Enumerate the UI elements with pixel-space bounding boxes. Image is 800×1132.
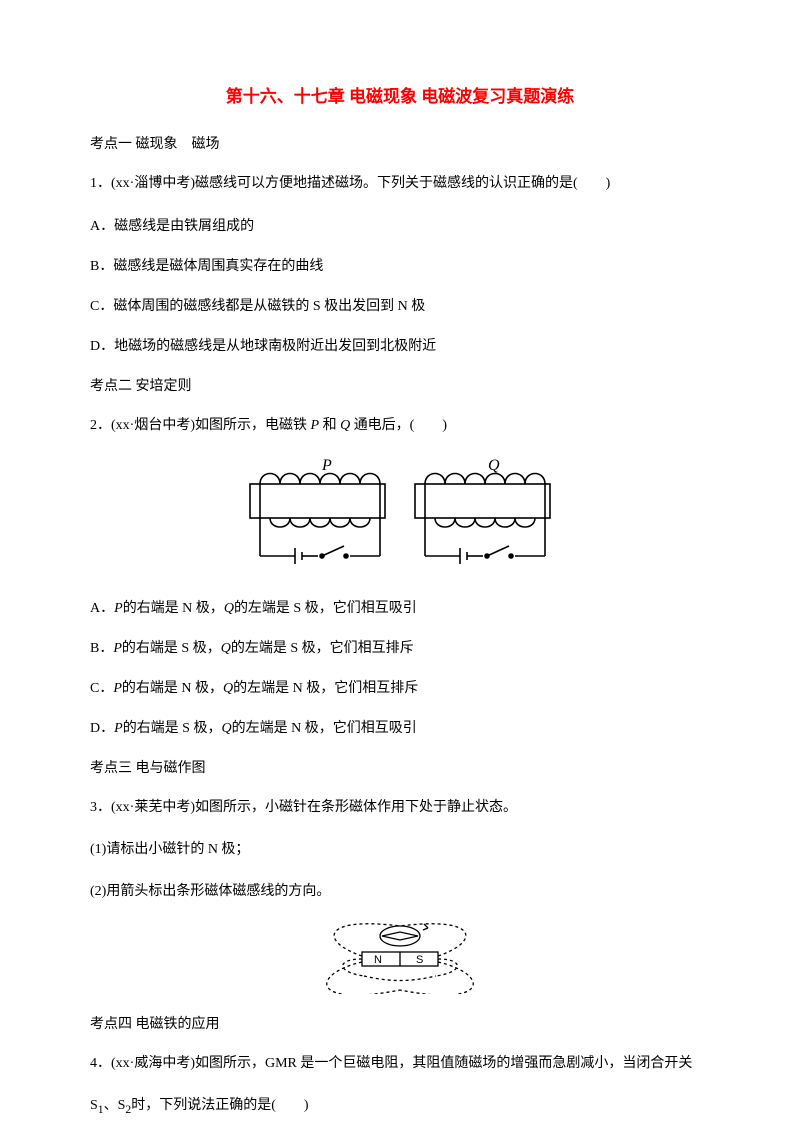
- q2b-m2: 的左端是 S 极，它们相互排斥: [231, 641, 414, 656]
- q2a-m2: 的左端是 S 极，它们相互吸引: [234, 601, 417, 616]
- q2a-pre: A．: [90, 601, 114, 616]
- figure-label-p: P: [321, 457, 332, 474]
- q4-sep: 、: [104, 1098, 118, 1113]
- figure-label-q: Q: [488, 457, 500, 474]
- bar-magnet-icon: N S: [327, 924, 473, 994]
- q2b-q: Q: [221, 641, 231, 656]
- question-2-stem: 2．(xx·烟台中考)如图所示，电磁铁 P 和 Q 通电后，( ): [90, 415, 710, 437]
- question-4-stem-line2: S1、S2时，下列说法正确的是( ): [90, 1095, 710, 1119]
- question-1-option-b: B．磁感线是磁体周围真实存在的曲线: [90, 255, 710, 275]
- q2b-pre: B．: [90, 641, 113, 656]
- q2a-p: P: [114, 601, 123, 616]
- question-1-stem: 1．(xx·淄博中考)磁感线可以方便地描述磁场。下列关于磁感线的认识正确的是( …: [90, 173, 710, 195]
- magnet-n-label: N: [374, 954, 382, 966]
- q2d-p: P: [114, 721, 123, 736]
- q2c-p: P: [113, 681, 122, 696]
- electromagnet-q-icon: [415, 474, 550, 565]
- q2c-m2: 的左端是 N 极，它们相互排斥: [233, 681, 418, 696]
- section-heading-1: 考点一 磁现象 磁场: [90, 133, 710, 153]
- q2-text-c: 通电后，( ): [350, 418, 447, 433]
- section-heading-3: 考点三 电与磁作图: [90, 757, 710, 777]
- q2b-m1: 的右端是 S 极，: [122, 641, 221, 656]
- q4-s1-pre: S: [90, 1098, 98, 1113]
- q4-text-a: 4．(xx·威海中考)如图所示，GMR 是一个巨磁电阻，其阻值随磁场的增强而急剧…: [90, 1056, 692, 1071]
- q2-text-b: 和: [319, 418, 340, 433]
- q2c-q: Q: [223, 681, 233, 696]
- q2d-pre: D．: [90, 721, 114, 736]
- q2-var-q: Q: [340, 418, 350, 433]
- q2a-q: Q: [224, 601, 234, 616]
- q2d-m1: 的右端是 S 极，: [123, 721, 222, 736]
- question-2-option-a: A．P的右端是 N 极，Q的左端是 S 极，它们相互吸引: [90, 597, 710, 617]
- question-3-sub2: (2)用箭头标出条形磁体磁感线的方向。: [90, 881, 710, 903]
- question-1-option-a: A．磁感线是由铁屑组成的: [90, 215, 710, 235]
- q4-tail: 时，下列说法正确的是( ): [131, 1098, 308, 1113]
- question-3-sub1: (1)请标出小磁针的 N 极；: [90, 839, 710, 861]
- question-1-option-c: C．磁体周围的磁感线都是从磁铁的 S 极出发回到 N 极: [90, 295, 710, 315]
- electromagnet-p-icon: [250, 474, 385, 565]
- magnet-s-label: S: [416, 954, 423, 966]
- q2c-m1: 的右端是 N 极，: [122, 681, 223, 696]
- q2d-q: Q: [221, 721, 231, 736]
- q2a-m1: 的右端是 N 极，: [123, 601, 224, 616]
- question-2-option-c: C．P的右端是 N 极，Q的左端是 N 极，它们相互排斥: [90, 677, 710, 697]
- question-2-option-d: D．P的右端是 S 极，Q的左端是 N 极，它们相互吸引: [90, 717, 710, 737]
- q2-var-p: P: [311, 418, 320, 433]
- q2d-m2: 的左端是 N 极，它们相互吸引: [232, 721, 417, 736]
- figure-electromagnets: P Q: [90, 456, 710, 581]
- question-4-stem: 4．(xx·威海中考)如图所示，GMR 是一个巨磁电阻，其阻值随磁场的增强而急剧…: [90, 1053, 710, 1075]
- q2c-pre: C．: [90, 681, 113, 696]
- section-heading-2: 考点二 安培定则: [90, 375, 710, 395]
- section-heading-4: 考点四 电磁铁的应用: [90, 1013, 710, 1033]
- figure-bar-magnet: N S: [90, 922, 710, 999]
- q2-text-a: 2．(xx·烟台中考)如图所示，电磁铁: [90, 418, 311, 433]
- page-title: 第十六、十七章 电磁现象 电磁波复习真题演练: [90, 82, 710, 107]
- question-1-option-d: D．地磁场的磁感线是从地球南极附近出发回到北极附近: [90, 335, 710, 355]
- q2b-p: P: [113, 641, 122, 656]
- question-3-stem: 3．(xx·莱芜中考)如图所示，小磁针在条形磁体作用下处于静止状态。: [90, 797, 710, 819]
- question-2-option-b: B．P的右端是 S 极，Q的左端是 S 极，它们相互排斥: [90, 637, 710, 657]
